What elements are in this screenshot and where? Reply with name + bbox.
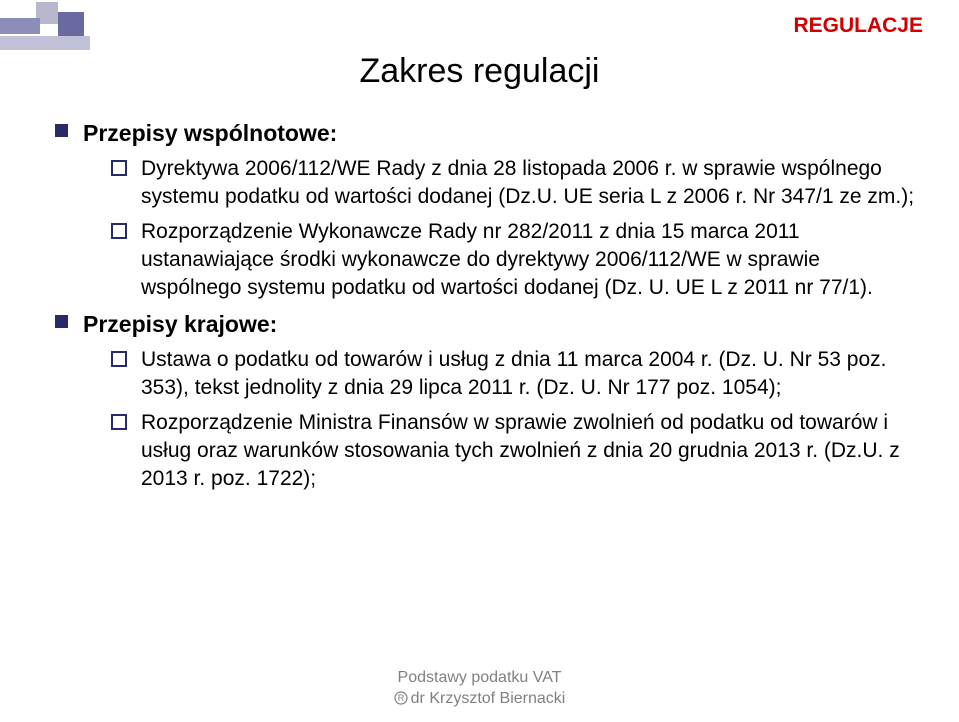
item-text: Dyrektywa 2006/112/WE Rady z dnia 28 lis… bbox=[141, 155, 919, 212]
item-text: Rozporządzenie Wykonawcze Rady nr 282/20… bbox=[141, 218, 919, 303]
item-text: Ustawa o podatku od towarów i usług z dn… bbox=[141, 346, 919, 403]
item-text: Rozporządzenie Ministra Finansów w spraw… bbox=[141, 409, 919, 494]
list-section: Przepisy krajowe: Ustawa o podatku od to… bbox=[55, 309, 919, 494]
slide-title: Zakres regulacji bbox=[0, 52, 959, 91]
list-item: Rozporządzenie Wykonawcze Rady nr 282/20… bbox=[111, 218, 919, 303]
registered-icon: R bbox=[394, 691, 408, 712]
content-area: Przepisy wspólnotowe: Dyrektywa 2006/112… bbox=[55, 118, 919, 500]
footer-author: dr Krzysztof Biernacki bbox=[411, 690, 566, 707]
list-section: Przepisy wspólnotowe: Dyrektywa 2006/112… bbox=[55, 118, 919, 303]
footer-line-2: R dr Krzysztof Biernacki bbox=[0, 689, 959, 712]
list-item: Rozporządzenie Ministra Finansów w spraw… bbox=[111, 409, 919, 494]
list-item: Ustawa o podatku od towarów i usług z dn… bbox=[111, 346, 919, 403]
footer-line-1: Podstawy podatku VAT bbox=[0, 668, 959, 689]
section-heading: Przepisy krajowe: bbox=[83, 309, 919, 340]
section-heading: Przepisy wspólnotowe: bbox=[83, 118, 919, 149]
footer: Podstawy podatku VAT R dr Krzysztof Bier… bbox=[0, 668, 959, 712]
svg-text:R: R bbox=[397, 693, 404, 703]
section-label: REGULACJE bbox=[793, 14, 923, 38]
list-item: Dyrektywa 2006/112/WE Rady z dnia 28 lis… bbox=[111, 155, 919, 212]
